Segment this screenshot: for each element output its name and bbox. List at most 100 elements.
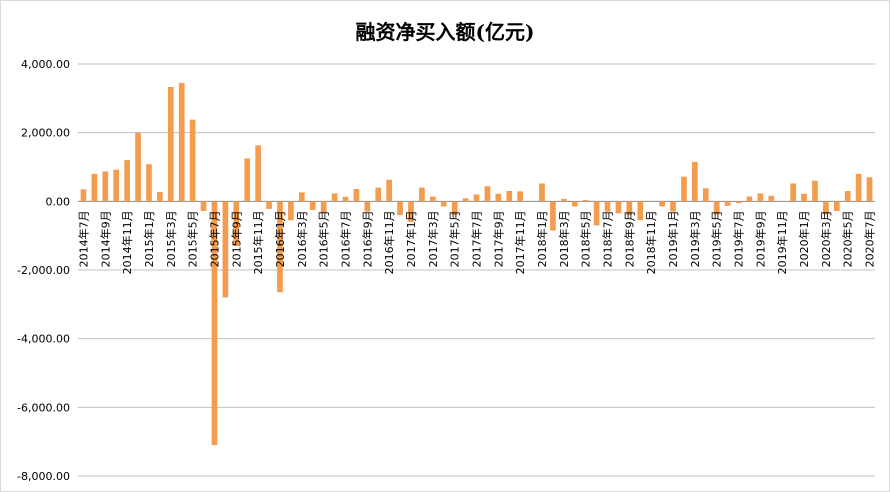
x-tick-label: 2020年3月 <box>819 210 833 267</box>
y-tick-label: -6,000.00 <box>17 401 70 414</box>
bar <box>462 198 469 202</box>
chart-title: 融资净买入额(亿元) <box>356 20 535 44</box>
x-tick-label: 2016年5月 <box>317 210 331 267</box>
y-tick-label: -8,000.00 <box>17 470 70 483</box>
x-tick-label: 2016年7月 <box>338 210 352 267</box>
x-tick-label: 2017年11月 <box>513 210 527 274</box>
bar <box>429 196 436 202</box>
bar <box>637 201 644 221</box>
bar <box>768 195 775 202</box>
bar <box>440 201 447 207</box>
bar <box>222 201 229 298</box>
bar <box>626 201 633 216</box>
bar <box>593 201 600 226</box>
x-tick-label: 2017年1月 <box>404 210 418 267</box>
bar <box>309 201 316 210</box>
bar <box>364 201 371 212</box>
x-tick-label: 2015年1月 <box>142 210 156 267</box>
bar <box>681 176 687 202</box>
bar <box>790 183 796 202</box>
x-tick-label: 2019年1月 <box>666 210 680 267</box>
bar <box>397 201 403 216</box>
bar <box>277 201 283 293</box>
x-tick-label: 2015年5月 <box>186 210 200 267</box>
y-tick-label: -4,000.00 <box>17 333 70 346</box>
bar <box>561 198 567 202</box>
x-tick-label: 2017年5月 <box>448 210 462 267</box>
bar <box>473 194 480 202</box>
x-tick-label: 2017年7月 <box>470 210 484 267</box>
bar <box>266 201 272 209</box>
x-tick-label: 2015年9月 <box>229 210 243 267</box>
bar <box>178 82 185 202</box>
bar <box>211 201 218 446</box>
x-tick-label: 2019年5月 <box>710 210 724 267</box>
x-tick-label: 2018年7月 <box>601 210 615 267</box>
bar <box>823 201 829 215</box>
bar <box>386 179 392 202</box>
x-tick-label: 2014年9月 <box>98 210 112 267</box>
bar <box>866 177 873 202</box>
bar <box>692 161 698 202</box>
bar <box>506 191 513 202</box>
bar <box>713 201 720 215</box>
bar <box>670 201 676 212</box>
bar <box>135 132 141 202</box>
x-tick-label: 2015年7月 <box>207 210 221 267</box>
bar <box>233 201 240 246</box>
y-tick-label: 2,000.00 <box>21 127 70 140</box>
bar <box>157 192 163 202</box>
bar <box>200 201 207 211</box>
bar <box>746 196 753 202</box>
bar <box>484 186 491 202</box>
bar <box>408 201 414 222</box>
x-tick-label: 2020年7月 <box>863 210 877 267</box>
x-tick-label: 2016年9月 <box>360 210 374 267</box>
y-tick-label: 0.00 <box>46 195 71 208</box>
bar <box>102 171 109 202</box>
x-tick-label: 2015年11月 <box>251 210 265 274</box>
x-tick-label: 2018年11月 <box>644 210 658 274</box>
bar <box>659 201 665 207</box>
bar <box>244 158 251 202</box>
bar <box>735 201 742 204</box>
bar <box>91 173 98 202</box>
gridlines <box>78 63 875 477</box>
bar <box>298 192 305 202</box>
x-tick-label: 2019年11月 <box>775 210 789 274</box>
bar <box>571 201 578 207</box>
y-tick-label: -2,000.00 <box>17 264 70 277</box>
bar <box>855 173 862 202</box>
x-tick-label: 2015年3月 <box>164 210 178 267</box>
x-tick-label: 2018年9月 <box>622 210 636 267</box>
bar <box>146 164 152 202</box>
x-tick-label: 2018年1月 <box>535 210 549 267</box>
x-tick-label: 2020年5月 <box>841 210 855 267</box>
x-tick-label: 2019年7月 <box>732 210 746 267</box>
bar <box>517 191 524 202</box>
bar <box>342 196 349 202</box>
bar <box>124 160 130 202</box>
bar <box>419 187 425 202</box>
y-tick-label: 4,000.00 <box>21 58 70 71</box>
bar <box>702 188 709 202</box>
y-axis: 4,000.00 2,000.00 0.00 -2,000.00 -4,000.00 -6… <box>17 58 70 483</box>
bar <box>604 201 611 212</box>
bar <box>550 201 556 231</box>
bar-series <box>80 82 873 446</box>
bar <box>167 87 174 202</box>
x-tick-label: 2014年7月 <box>76 210 90 267</box>
bar <box>495 193 502 202</box>
x-tick-label: 2016年11月 <box>382 210 396 274</box>
x-tick-label: 2014年11月 <box>120 210 134 274</box>
bar <box>320 201 327 213</box>
x-tick-label: 2017年9月 <box>491 210 505 267</box>
x-tick-label: 2018年3月 <box>557 210 571 267</box>
x-tick-label: 2019年3月 <box>688 210 702 267</box>
x-tick-label: 2018年5月 <box>579 210 593 267</box>
bar <box>757 193 764 202</box>
x-tick-label: 2020年1月 <box>797 210 811 267</box>
bar <box>844 191 851 202</box>
bar <box>812 180 818 202</box>
